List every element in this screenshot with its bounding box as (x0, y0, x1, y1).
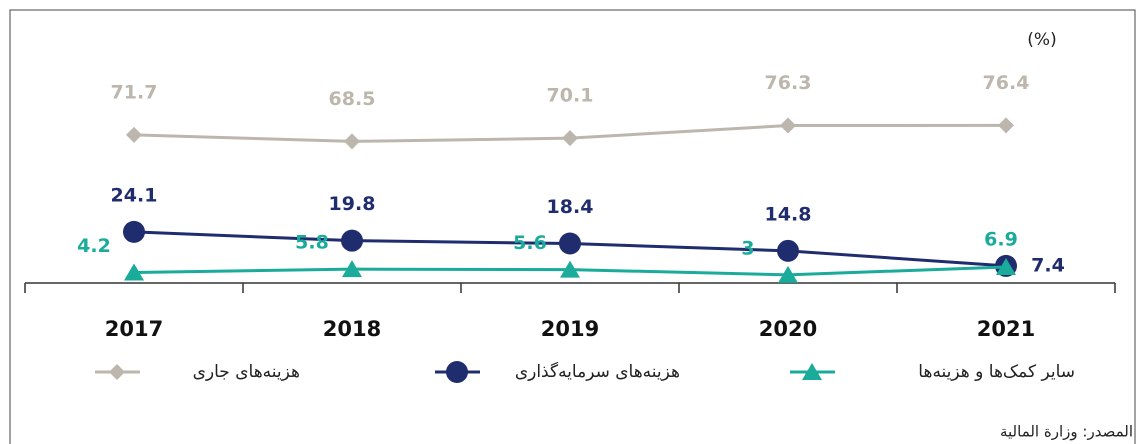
data-label: 76.3 (765, 72, 812, 94)
x-tick-label: 2021 (977, 317, 1035, 341)
data-label: 71.7 (111, 81, 158, 103)
data-label: 70.1 (547, 85, 594, 107)
point (778, 265, 798, 283)
data-label: 5.8 (295, 232, 329, 254)
x-tick-label: 2019 (541, 317, 599, 341)
x-tick-label: 2017 (105, 317, 163, 341)
point (446, 361, 468, 383)
source: المصدر: وزارة المالية (1000, 423, 1133, 441)
data-label: 3 (741, 237, 754, 259)
data-label: 14.8 (765, 203, 812, 225)
point (998, 117, 1014, 134)
point (342, 260, 362, 278)
data-label: 19.8 (329, 193, 376, 215)
legend-label: هزینه‌های جاری (193, 362, 300, 382)
point (996, 257, 1016, 275)
point (802, 363, 822, 380)
data-label: 18.4 (547, 196, 594, 218)
frame (9, 9, 1136, 444)
point (777, 239, 799, 262)
unit-label: (%) (1027, 30, 1056, 50)
x-tick-label: 2018 (323, 317, 381, 341)
point (559, 232, 581, 255)
point (780, 117, 796, 134)
data-label: 76.4 (983, 72, 1030, 94)
legend-label: هزینه‌های سرمایه‌گذاری (515, 361, 680, 382)
point (123, 220, 145, 243)
data-label: 4.2 (77, 235, 111, 257)
data-label: 7.4 (1031, 254, 1065, 276)
data-label: 6.9 (984, 228, 1018, 250)
data-label: 24.1 (111, 184, 158, 206)
legend-label: سایر کمک‌ها و هزینه‌ها (918, 362, 1075, 382)
data-label: 68.5 (329, 88, 376, 110)
point (341, 229, 363, 252)
point (109, 364, 125, 380)
point (344, 133, 360, 150)
point (126, 126, 142, 143)
point (562, 130, 578, 147)
point (124, 263, 144, 281)
x-tick-label: 2020 (759, 317, 817, 341)
data-label: 5.6 (513, 232, 547, 254)
point (560, 260, 580, 278)
